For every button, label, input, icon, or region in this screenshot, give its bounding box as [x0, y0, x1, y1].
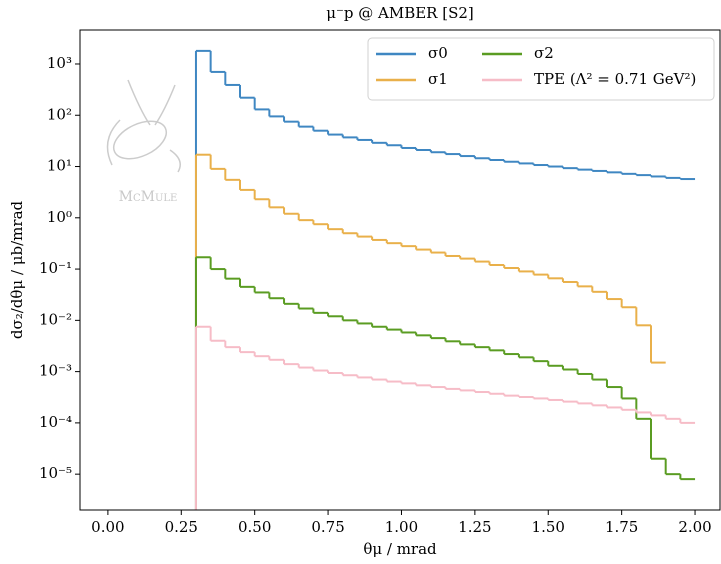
y-tick-label: 10⁻⁵: [39, 464, 72, 482]
chart-title: μ⁻p @ AMBER [S2]: [326, 4, 474, 22]
y-tick-label: 10⁰: [47, 208, 72, 226]
y-tick-label: 10¹: [47, 157, 72, 175]
legend-label: σ2: [534, 44, 554, 62]
legend-label: σ0: [428, 44, 448, 62]
x-tick-label: 2.00: [678, 518, 711, 536]
plot-frame: [79, 29, 721, 511]
y-tick-label: 10⁻⁴: [39, 413, 72, 431]
y-tick-label: 10³: [47, 54, 72, 72]
x-tick-label: 1.75: [605, 518, 638, 536]
x-tick-label: 1.00: [385, 518, 418, 536]
x-tick-label: 0.75: [311, 518, 344, 536]
x-axis-label: θμ / mrad: [363, 540, 437, 558]
y-tick-label: 10⁻³: [39, 362, 72, 380]
x-tick-label: 1.50: [532, 518, 565, 536]
y-tick-label: 10⁻¹: [39, 259, 72, 277]
legend-label: σ1: [428, 70, 448, 88]
watermark: McMule: [119, 189, 178, 205]
x-tick-label: 0.25: [165, 518, 198, 536]
y-tick-label: 10²: [47, 105, 72, 123]
legend-label: TPE (Λ² = 0.71 GeV²): [534, 70, 696, 88]
x-tick-label: 0.00: [91, 518, 124, 536]
legend-box: [367, 37, 715, 101]
watermark-logo: [106, 79, 181, 173]
x-tick-label: 0.50: [238, 518, 271, 536]
x-tick-label: 1.25: [458, 518, 491, 536]
y-tick-label: 10⁻²: [39, 310, 72, 328]
y-axis-label: dσ₂/dθμ / μb/mrad: [8, 200, 26, 339]
